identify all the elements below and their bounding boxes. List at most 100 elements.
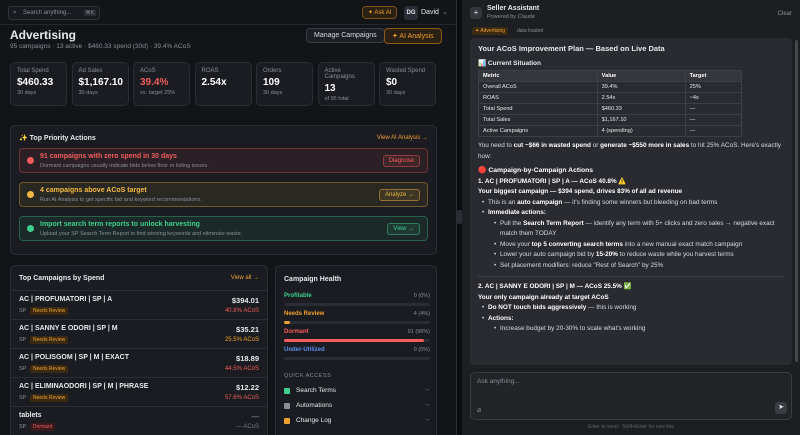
chat-input[interactable]: Ask anything... ⌀ ➤: [470, 372, 792, 420]
status-dot: [27, 157, 34, 164]
stat-sub: 30 days: [263, 90, 283, 96]
message-li: • This is an auto campaign — it's finding…: [478, 198, 784, 209]
priority-link[interactable]: View AI Analysis →: [376, 135, 428, 141]
bullet: •: [494, 261, 497, 269]
bullet: •: [482, 314, 485, 322]
campaign-spend: $18.89: [236, 354, 259, 363]
qa-label: Search Terms: [296, 387, 336, 394]
ask-ai-button[interactable]: ✦ Ask AI: [362, 6, 398, 19]
campaigns-link[interactable]: View all →: [230, 275, 259, 281]
page-subtitle: 95 campaigns · 13 active · $460.33 spend…: [10, 43, 191, 50]
health-label: Dormant: [284, 329, 309, 335]
table-cell: —: [684, 114, 743, 126]
health-label: Under-Utilized: [284, 347, 325, 353]
bullet: •: [482, 209, 485, 216]
health-track: [284, 357, 430, 360]
campaign-type: SP: [19, 395, 27, 401]
text-segment: This is an: [488, 198, 518, 206]
table-cell: —: [684, 125, 743, 137]
campaign-type: SP: [19, 308, 27, 314]
text-segment: Your only campaign already at target ACo…: [478, 293, 609, 301]
qa-arrow: →: [423, 401, 431, 408]
campaign-spend: $12.22: [236, 383, 259, 392]
text-segment: Move your: [500, 240, 532, 248]
campaign-row[interactable]: AC | PROFUMATORI | SP | A $394.01 SP Needs …: [11, 290, 267, 319]
send-button[interactable]: ➤: [775, 402, 787, 414]
stat-value: 13: [324, 83, 336, 94]
quick-access-item[interactable]: Change Log →: [284, 416, 430, 430]
bullet: •: [494, 251, 497, 258]
qa-label: Automations: [296, 402, 333, 409]
health-count: 0 (0%): [413, 293, 430, 299]
campaign-acos: 25.5% ACoS: [224, 337, 259, 343]
message-li2: • Move your top 5 converting search terms…: [478, 240, 784, 251]
campaign-row[interactable]: AC | SANNY E ODORI | SP | M $35.21 SP Needs…: [11, 319, 267, 348]
campaign-row[interactable]: tablets — SP Dormant — ACoS: [11, 406, 267, 435]
ai-analysis-button[interactable]: ✦ AI Analysis: [384, 28, 442, 44]
assistant-message: Your ACoS Improvement Plan — Based on Li…: [470, 38, 792, 365]
health-bar: [284, 339, 425, 342]
page-title: Advertising: [10, 28, 77, 42]
chevron: ⌄: [442, 9, 448, 16]
text-segment: top 5 converting search terms: [531, 240, 623, 248]
stat-label: Wasted Spend: [386, 68, 426, 74]
health-track: [284, 321, 430, 324]
search-box[interactable]: Search anything... ⌕ ⌘K: [8, 6, 100, 20]
stat-value: $460.33: [17, 77, 54, 88]
stat-value: $0: [386, 77, 398, 88]
text-segment: cut ~$66 in wasted spend: [513, 142, 591, 149]
health-count: 0 (0%): [413, 347, 430, 353]
attach-icon[interactable]: ⌀: [477, 407, 482, 414]
bullet: •: [494, 219, 497, 227]
text-segment: 1. AC | PROFUMATORI | SP | A — ACoS 40.8…: [478, 177, 627, 185]
scrollbar[interactable]: [795, 40, 798, 362]
quick-access-item[interactable]: Search Terms →: [284, 386, 430, 400]
header-cell: Metric: [478, 70, 598, 82]
divider-handle[interactable]: [456, 210, 463, 224]
clear-button[interactable]: Clear: [777, 11, 792, 17]
health-row: Dormant 91 (96%): [284, 329, 430, 349]
item-title: 91 campaigns with zero spend in 30 days: [40, 153, 177, 160]
stat-label: Orders: [263, 68, 282, 74]
bullet: •: [494, 325, 497, 332]
input-placeholder: Ask anything...: [477, 378, 520, 385]
health-track: [284, 339, 430, 342]
status-badge: Needs Review: [30, 394, 69, 402]
message-li: • Do NOT touch bids aggressively — this i…: [478, 303, 784, 314]
text-segment: Pull the: [500, 219, 524, 227]
table-row: Total Sales $1,167.10—: [478, 114, 743, 126]
priority-item: 4 campaigns above ACoS target Run AI Anal…: [19, 182, 428, 207]
table-cell: —: [684, 103, 743, 115]
text-segment: Increase budget by 20-30% to scale what'…: [500, 325, 646, 332]
campaign-row[interactable]: AC | ELIMINAODORI | SP | M | PHRASE $12.2…: [11, 377, 267, 406]
stat-sub: 30 days: [386, 90, 406, 96]
qa-arrow: →: [423, 386, 431, 393]
stat-card: Wasted Spend $0 30 days: [379, 62, 436, 106]
priority-title: ✨ Top Priority Actions: [19, 135, 96, 142]
health-title: Campaign Health: [284, 276, 342, 283]
metrics-table: Metric Value Target Overall ACoS 39.4% 25% ROA…: [478, 70, 743, 137]
context-tag: ✦ Advertising: [472, 27, 509, 35]
campaign-type: SP: [19, 424, 27, 430]
table-row: Overall ACoS 39.4% 25%: [478, 81, 743, 93]
item-button[interactable]: View →: [387, 223, 420, 235]
manage-campaigns-button[interactable]: Manage Campaigns: [306, 28, 385, 43]
stat-card: Total Spend $460.33 30 days: [10, 62, 67, 106]
message-li: • Actions:: [478, 314, 784, 325]
campaign-acos: 57.6% ACoS: [224, 395, 259, 401]
campaign-type: SP: [19, 337, 27, 343]
text-segment: to hit 25% ACoS. Here's exactly how:: [478, 142, 781, 160]
campaign-name: AC | ELIMINAODORI | SP | M | PHRASE: [19, 383, 149, 390]
item-button[interactable]: Analyze →: [378, 189, 420, 201]
priority-item: 91 campaigns with zero spend in 30 days D…: [19, 148, 428, 173]
stat-sub: 30 days: [78, 90, 98, 96]
table-header: Metric Value Target: [478, 70, 743, 82]
item-desc: Run AI Analysis to get specific bid and …: [40, 197, 202, 203]
quick-access-item[interactable]: Automations →: [284, 401, 430, 415]
quick-access-title: QUICK ACCESS: [284, 373, 332, 379]
user-name[interactable]: David: [421, 9, 439, 16]
campaign-row[interactable]: AC | POLISGOM | SP | M | EXACT $18.89 SP Ne…: [11, 348, 267, 377]
item-button[interactable]: Diagnose: [382, 155, 420, 167]
avatar[interactable]: DG: [404, 6, 418, 20]
